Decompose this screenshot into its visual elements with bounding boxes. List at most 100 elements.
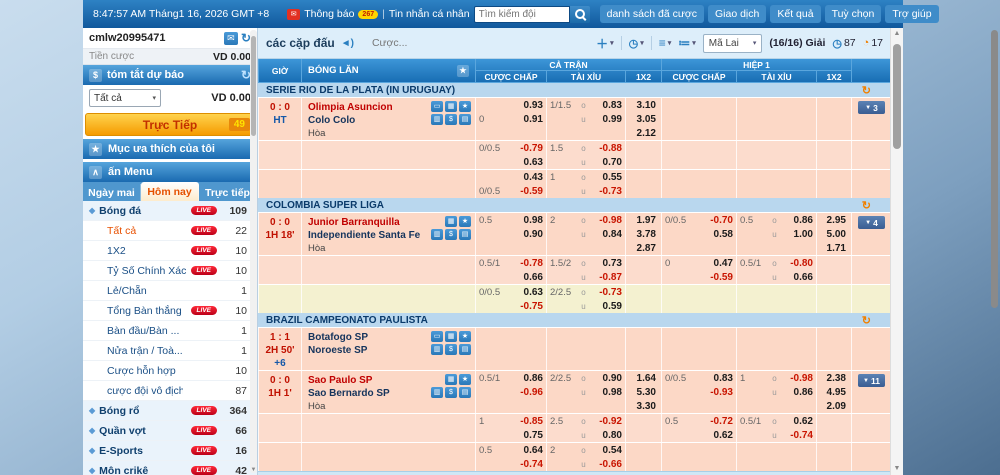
nav-button[interactable]: Kết quả xyxy=(770,5,821,23)
odds-value[interactable]: 0.43 xyxy=(523,171,543,183)
odds-value[interactable]: 0.63 xyxy=(523,156,543,168)
sidebar-item[interactable]: ◆ Quần vợt LIVE 66 xyxy=(83,421,257,441)
sidebar-scroll-thumb[interactable] xyxy=(251,36,256,136)
sidebar-item[interactable]: ◆ E-Sports LIVE 16 xyxy=(83,441,257,461)
nav-button[interactable]: danh sách đã cược xyxy=(599,5,704,23)
odds-value[interactable]: 2.95 xyxy=(826,214,846,226)
team-name[interactable]: Noroeste SP xyxy=(308,345,368,356)
odds-value[interactable]: -0.78 xyxy=(520,257,543,269)
favorite-star-icon[interactable]: ★ xyxy=(459,101,471,112)
speaker-icon[interactable]: ◄) xyxy=(340,37,354,49)
odds-value[interactable]: 0.84 xyxy=(602,228,622,240)
search-button[interactable] xyxy=(569,5,590,23)
odds-value[interactable]: 0.80 xyxy=(602,429,622,441)
odds-value[interactable]: 0.86 xyxy=(523,372,543,384)
refresh-forecast-icon[interactable]: ↻ xyxy=(240,68,251,82)
sidebar-tab[interactable]: Hôm nay xyxy=(141,182,199,201)
odds-value[interactable]: -0.98 xyxy=(599,214,622,226)
odds-value[interactable]: 0.98 xyxy=(523,214,543,226)
score-icon[interactable]: ▤ xyxy=(459,229,471,240)
odds-value[interactable]: 3.10 xyxy=(636,99,656,111)
star-icon[interactable]: ★ xyxy=(457,64,469,77)
stats-icon[interactable]: ▦ xyxy=(445,374,457,385)
more-bets-button[interactable]: ▼ 4 xyxy=(858,216,885,229)
odds-value[interactable]: 0.93 xyxy=(523,99,543,111)
odds-value[interactable]: 0.58 xyxy=(713,228,733,240)
odds-value[interactable]: 2.09 xyxy=(826,400,846,412)
sidebar-item[interactable]: Bàn đầu/Bàn ... 1 xyxy=(83,321,257,341)
odds-value[interactable]: 5.30 xyxy=(636,386,656,398)
chart-icon[interactable]: ▥ xyxy=(431,387,443,398)
sort-dropdown[interactable]: ≡ ▾ xyxy=(658,36,672,50)
odds-value[interactable]: 0.66 xyxy=(793,271,813,283)
odds-value[interactable]: 0.59 xyxy=(602,300,622,312)
mail-icon[interactable]: ✉ xyxy=(223,31,238,45)
col-header-handicap-h1[interactable]: CƯỢC CHẤP xyxy=(661,71,736,83)
odds-value[interactable]: -0.80 xyxy=(790,257,813,269)
view-dropdown[interactable]: ≔ ▾ xyxy=(678,36,696,50)
odds-value[interactable]: -0.98 xyxy=(790,372,813,384)
score-icon[interactable]: ▤ xyxy=(459,114,471,125)
col-header-handicap[interactable]: CƯỢC CHẤP xyxy=(475,71,546,83)
team-name[interactable]: Sao Paulo SP xyxy=(308,375,373,386)
score-icon[interactable]: ▤ xyxy=(459,387,471,398)
odds-value[interactable]: 0.90 xyxy=(602,372,622,384)
odds-value[interactable]: 0.47 xyxy=(713,257,733,269)
sidebar-item[interactable]: Tỷ Số Chính Xác LIVE 10 xyxy=(83,261,257,281)
score-icon[interactable]: ▤ xyxy=(459,344,471,355)
odds-value[interactable]: 0.90 xyxy=(523,228,543,240)
odds-value[interactable]: -0.88 xyxy=(599,142,622,154)
add-dropdown[interactable]: ＋ ▾ xyxy=(596,36,614,51)
odds-value[interactable]: -0.96 xyxy=(520,386,543,398)
stats-icon[interactable]: ▦ xyxy=(445,331,457,342)
col-header-time[interactable]: GIỜ xyxy=(258,59,301,83)
odds-value[interactable]: 0.64 xyxy=(523,444,543,456)
sidebar-scroll-down-icon[interactable]: ▼ xyxy=(250,467,257,473)
draw-label[interactable]: Hòa xyxy=(308,128,326,139)
more-bets-button[interactable]: ▼ 11 xyxy=(858,374,885,387)
col-header-teams[interactable]: BÓNG LĂN ★ xyxy=(301,59,475,83)
team-name[interactable]: Sao Bernardo SP xyxy=(308,388,390,399)
team-name[interactable]: Independiente Santa Fe xyxy=(308,230,421,241)
odds-value[interactable]: 0.91 xyxy=(523,113,543,125)
main-scrollbar[interactable]: ▲ ▼ xyxy=(890,28,903,475)
draw-label[interactable]: Hòa xyxy=(308,401,326,412)
sidebar-item[interactable]: ◆ Bóng rổ LIVE 364 xyxy=(83,401,257,421)
tv-icon[interactable]: ▭ xyxy=(431,101,443,112)
favorite-star-icon[interactable]: ★ xyxy=(459,216,471,227)
odds-value[interactable]: 0.86 xyxy=(793,214,813,226)
odds-value[interactable]: 0.62 xyxy=(793,415,813,427)
team-name[interactable]: Botafogo SP xyxy=(308,332,368,343)
cashout-icon[interactable]: $ xyxy=(445,344,457,355)
sidebar-item[interactable]: 1X2 LIVE 10 xyxy=(83,241,257,261)
page-scrollbar[interactable] xyxy=(991,30,998,308)
sidebar-item[interactable]: Tổng Bàn thắng LIVE 10 xyxy=(83,301,257,321)
sidebar-item[interactable]: Nửa trận / Toà... 1 xyxy=(83,341,257,361)
odds-value[interactable]: 1.71 xyxy=(826,242,846,254)
sidebar-item[interactable]: cược đội vô địch 87 xyxy=(83,381,257,401)
sidebar-item[interactable]: Tất cả LIVE 22 xyxy=(83,221,257,241)
odds-value[interactable]: -0.87 xyxy=(599,271,622,283)
odds-value[interactable]: 0.83 xyxy=(602,99,622,111)
bet-slip-label[interactable]: Cược... xyxy=(371,37,408,49)
sidebar-item[interactable]: Lẻ/Chẵn 1 xyxy=(83,281,257,301)
odds-value[interactable]: -0.75 xyxy=(520,300,543,312)
team-name[interactable]: Colo Colo xyxy=(308,115,356,126)
sidebar-item[interactable]: Cược hỗn hợp 10 xyxy=(83,361,257,381)
main-scroll-thumb[interactable] xyxy=(893,44,901,149)
nav-button[interactable]: Tuỳ chọn xyxy=(824,5,882,23)
team-name[interactable]: Junior Barranquilla xyxy=(308,217,400,228)
col-header-overunder[interactable]: TÀI XỈU xyxy=(546,71,625,83)
stats-icon[interactable]: ▦ xyxy=(445,101,457,112)
live-button[interactable]: Trực Tiếp 49 xyxy=(85,113,255,136)
favorites-bar[interactable]: ★ Mục ưa thích của tôi xyxy=(83,139,257,159)
odds-value[interactable]: -0.70 xyxy=(710,214,733,226)
clock-dropdown[interactable]: ◷ ▾ xyxy=(628,37,644,50)
hide-menu-bar[interactable]: ∧ ấn Menu xyxy=(83,162,257,182)
odds-value[interactable]: -0.72 xyxy=(710,415,733,427)
odds-value[interactable]: -0.85 xyxy=(520,415,543,427)
forecast-filter-select[interactable]: Tất cả ▾ xyxy=(89,89,161,107)
notice-link[interactable]: Thông báo xyxy=(304,8,355,20)
stats-icon[interactable]: ▦ xyxy=(445,216,457,227)
odds-value[interactable]: 0.99 xyxy=(602,113,622,125)
